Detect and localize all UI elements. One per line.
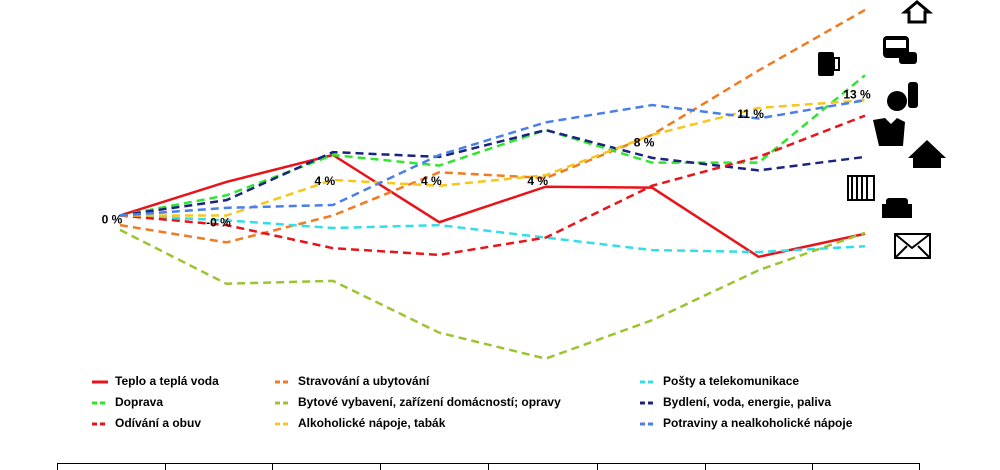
data-label: -0 % xyxy=(206,215,231,229)
series-line xyxy=(119,214,866,254)
legend-label: Pošty a telekomunikace xyxy=(663,374,799,388)
data-label: 0 % xyxy=(102,212,123,226)
table-grid xyxy=(57,463,920,470)
series-line xyxy=(119,114,866,257)
data-label: 4 % xyxy=(527,174,548,188)
icons xyxy=(818,0,946,259)
data-label: 8 % xyxy=(634,136,655,150)
series-line xyxy=(119,99,866,217)
data-label: 11 % xyxy=(737,107,764,121)
data-label: 4 % xyxy=(315,174,336,188)
legend-label: Doprava xyxy=(115,395,163,409)
legend-label: Potraviny a nealkoholické nápoje xyxy=(663,416,853,430)
series-line xyxy=(119,74,866,217)
series-line xyxy=(119,228,866,360)
legend-label: Bytové vybavení, zařízení domácností; op… xyxy=(298,395,561,409)
legend-label: Bydlení, voda, energie, paliva xyxy=(663,395,831,409)
legend-label: Alkoholické nápoje, tabák xyxy=(298,416,446,430)
legend-label: Teplo a teplá voda xyxy=(115,374,219,388)
series-line xyxy=(119,153,866,259)
legend-label: Odívání a obuv xyxy=(115,416,201,430)
data-label: 4 % xyxy=(421,174,442,188)
series-line xyxy=(120,99,866,217)
legend-label: Stravování a ubytování xyxy=(298,374,430,388)
series-line xyxy=(119,128,866,217)
data-label: 13 % xyxy=(843,88,871,102)
series-line xyxy=(119,8,866,244)
